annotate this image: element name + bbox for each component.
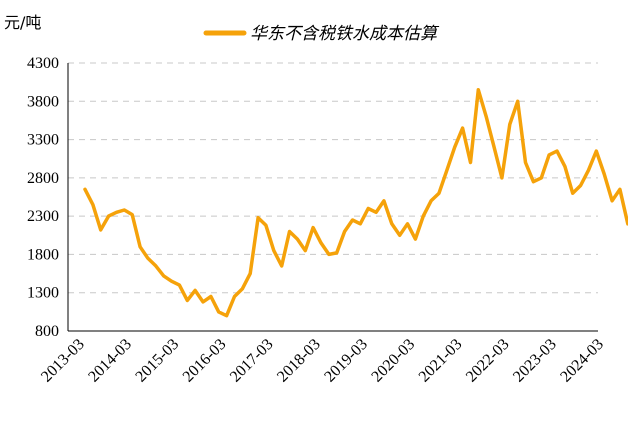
- x-tick-label: 2015-03: [132, 336, 182, 386]
- y-axis-unit-label: 元/吨: [4, 13, 41, 32]
- x-tick-label: 2020-03: [368, 336, 418, 386]
- y-tick-label: 2800: [27, 170, 59, 187]
- x-tick-label: 2014-03: [85, 336, 135, 386]
- legend-label: 华东不含税铁水成本估算: [250, 24, 440, 44]
- y-tick-label: 1800: [27, 246, 59, 263]
- y-tick-label: 3300: [27, 132, 59, 149]
- y-axis-ticks: 800 1300 1800 2300 2800 3300 3800 4300: [27, 55, 59, 340]
- x-tick-label: 2018-03: [274, 336, 324, 386]
- x-tick-label: 2023-03: [510, 336, 560, 386]
- series-line: [83, 88, 628, 318]
- series-group: [83, 88, 628, 318]
- x-tick-label: 2013-03: [38, 336, 88, 386]
- y-tick-label: 2300: [27, 208, 59, 225]
- x-tick-label: 2021-03: [416, 336, 466, 386]
- y-tick-label: 4300: [27, 55, 59, 72]
- x-tick-label: 2019-03: [321, 336, 371, 386]
- x-axis-ticks: 2013-032014-032015-032016-032017-032018-…: [38, 336, 607, 386]
- x-tick-label: 2016-03: [180, 336, 230, 386]
- y-tick-label: 1300: [27, 285, 59, 302]
- y-tick-label: 800: [35, 323, 59, 340]
- gridlines: [67, 62, 598, 332]
- y-tick-label: 3800: [27, 93, 59, 110]
- x-tick-label: 2017-03: [227, 336, 277, 386]
- legend: 华东不含税铁水成本估算: [203, 24, 440, 44]
- x-tick-label: 2022-03: [463, 336, 513, 386]
- x-tick-label: 2024-03: [557, 336, 607, 386]
